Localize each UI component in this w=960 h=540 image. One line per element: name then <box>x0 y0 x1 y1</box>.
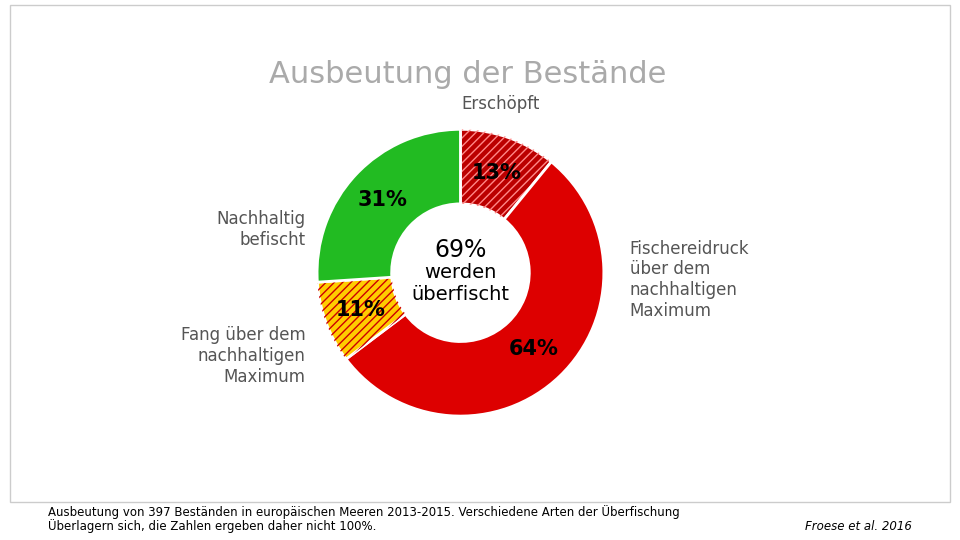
Text: 13%: 13% <box>471 163 521 183</box>
Text: Froese et al. 2016: Froese et al. 2016 <box>805 520 912 534</box>
Text: Ausbeutung der Bestände: Ausbeutung der Bestände <box>269 60 666 89</box>
Wedge shape <box>318 277 405 359</box>
Text: Fischereidruck
über dem
nachhaltigen
Maximum: Fischereidruck über dem nachhaltigen Max… <box>630 240 749 320</box>
Text: werden: werden <box>424 263 496 282</box>
Text: Erschöpft: Erschöpft <box>462 94 540 112</box>
Text: Nachhaltig
befischt: Nachhaltig befischt <box>217 210 305 249</box>
Wedge shape <box>317 129 461 282</box>
Text: Ausbeutung von 397 Beständen in europäischen Meeren 2013-2015. Verschiedene Arte: Ausbeutung von 397 Beständen in europäis… <box>48 505 680 519</box>
Text: 69%: 69% <box>434 239 487 262</box>
Text: überfischt: überfischt <box>412 286 510 305</box>
Text: Fang über dem
nachhaltigen
Maximum: Fang über dem nachhaltigen Maximum <box>180 326 305 386</box>
Text: 64%: 64% <box>509 339 559 359</box>
Wedge shape <box>346 162 604 416</box>
Wedge shape <box>461 129 551 219</box>
Text: Überlagern sich, die Zahlen ergeben daher nicht 100%.: Überlagern sich, die Zahlen ergeben dahe… <box>48 519 376 534</box>
Text: 31%: 31% <box>358 190 408 210</box>
Text: 11%: 11% <box>336 300 386 320</box>
